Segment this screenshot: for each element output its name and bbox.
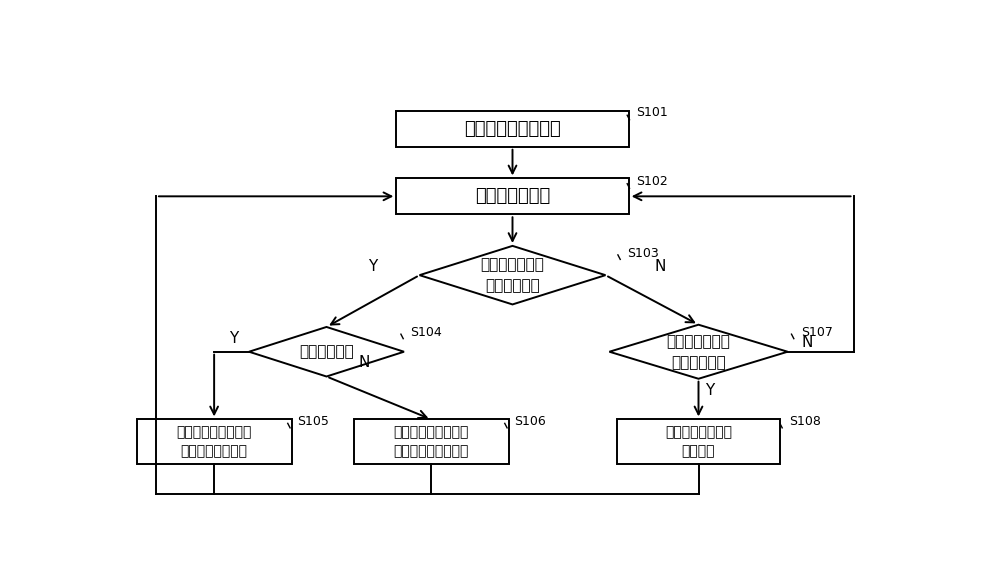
Text: 对未选择该测点的故
障节点进行重新评估: 对未选择该测点的故 障节点进行重新评估 (393, 425, 469, 459)
Text: S105: S105 (297, 415, 329, 428)
Text: S106: S106 (514, 415, 546, 428)
Text: Y: Y (229, 331, 238, 346)
Polygon shape (420, 246, 606, 304)
Text: S103: S103 (627, 247, 659, 260)
Text: 对最优故障诊断树
进行调整: 对最优故障诊断树 进行调整 (665, 425, 732, 459)
Text: 监测测试和故障: 监测测试和故障 (475, 187, 550, 205)
Bar (396, 111, 629, 147)
Bar (354, 419, 509, 464)
Polygon shape (249, 327, 404, 377)
Text: N: N (654, 259, 665, 274)
Polygon shape (609, 325, 788, 378)
Text: Y: Y (706, 383, 715, 398)
Text: S104: S104 (410, 326, 442, 339)
Text: S108: S108 (789, 415, 821, 428)
Bar (396, 178, 629, 214)
Text: S101: S101 (637, 106, 668, 119)
Text: 某个故障的故障
概率发生变化: 某个故障的故障 概率发生变化 (667, 333, 730, 370)
Text: Y: Y (368, 259, 378, 274)
Bar (137, 419, 292, 464)
Text: N: N (358, 355, 369, 370)
Text: S107: S107 (801, 326, 833, 339)
Text: 测试代价增加: 测试代价增加 (299, 344, 354, 359)
Text: S102: S102 (637, 176, 668, 188)
Bar (617, 419, 780, 464)
Text: N: N (801, 335, 813, 350)
Text: 对选择该测点的故障
节点进行重新评估: 对选择该测点的故障 节点进行重新评估 (176, 425, 252, 459)
Text: 获取最优故障诊断树: 获取最优故障诊断树 (464, 120, 561, 137)
Text: 某个测试的测试
代价发生变化: 某个测试的测试 代价发生变化 (481, 257, 544, 293)
